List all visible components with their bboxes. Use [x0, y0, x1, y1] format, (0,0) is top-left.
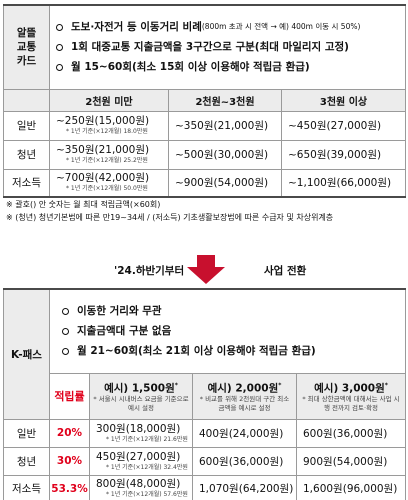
- table-row: 일반 20% 300원(18,000원) * 1년 기준(×12개월) 21.6…: [3, 418, 407, 448]
- old-pass-label-line-3: 카드: [16, 55, 37, 68]
- annual-note: * 1년 기준(×12개월) 18.0만원: [66, 128, 148, 135]
- value-cell: ~250원(15,000원) * 1년 기준(×12개월) 18.0만원: [49, 110, 169, 141]
- example-desc: * 비교를 위해 2천원대 구간 최소 금액을 예시로 설정: [199, 395, 290, 413]
- ring-icon: [56, 43, 63, 51]
- example-title: 예시) 2,000원: [207, 382, 279, 395]
- value-cell: ~500원(30,000원): [168, 139, 282, 170]
- value-cell: 300원(18,000원) * 1년 기준(×12개월) 21.6만원: [89, 418, 193, 448]
- example-footnote-mark: *: [174, 381, 178, 389]
- table-row: 청년 30% 450원(27,000원) * 1년 기준(×12개월) 32.4…: [3, 446, 407, 476]
- example-desc: * 최대 상한금액에 대해서는 사업 시행 전까지 검토·확정: [302, 395, 400, 413]
- annual-note: * 1년 기준(×12개월) 50.0만원: [66, 185, 148, 193]
- kpass-feature-1: 이동한 거리와 무관: [62, 301, 399, 321]
- ring-icon: [62, 347, 69, 355]
- footnote-2: ※ (청년) 청년기본법에 따른 만19~34세 / (저소득) 기초생활보장법…: [6, 213, 334, 222]
- example-footnote-mark: *: [384, 381, 388, 389]
- column-header-2000-3000: 2천원~3천원: [168, 88, 282, 112]
- example-header-3000: 예시) 3,000원* * 최대 상한금액에 대해서는 사업 시행 전까지 검토…: [295, 372, 407, 420]
- value-cell: ~350원(21,000원) * 1년 기준(×12개월) 25.2만원: [49, 139, 169, 170]
- feature-text: 1회 대중교통 지출금액을 3구간으로 구분(최대 마일리지 고정): [71, 41, 349, 54]
- annual-note: * 1년 기준(×12개월) 25.2만원: [66, 157, 148, 164]
- table-row: 저소득 ~700원(42,000원) * 1년 기준(×12개월) 50.0만원…: [3, 168, 407, 198]
- down-arrow-icon: [187, 255, 225, 284]
- value-cell: ~900원(54,000원): [168, 168, 282, 198]
- rate-value: 30%: [49, 446, 90, 476]
- rate-value: 20%: [49, 418, 90, 448]
- old-pass-feature-1: 도보·자전거 등 이동거리 비례 (800m 초과 시 전액 → 예) 400m …: [56, 17, 399, 37]
- feature-text: 이동한 거리와 무관: [77, 305, 162, 318]
- row-category: 일반: [3, 110, 50, 141]
- old-pass-label-line-2: 교통: [16, 41, 37, 54]
- feature-text: 월 21~60회(최소 21회 이상 이용해야 적립금 환급): [77, 345, 316, 358]
- example-header-2000: 예시) 2,000원* * 비교를 위해 2천원대 구간 최소 금액을 예시로 …: [192, 372, 297, 420]
- value-cell: 600원(36,000원): [192, 446, 297, 476]
- footnote-1: ※ 괄호() 안 숫자는 월 최대 적립금액(×60회): [6, 200, 161, 209]
- value-cell: 600원(36,000원): [295, 418, 407, 448]
- footnotes: ※ 괄호() 안 숫자는 월 최대 적립금액(×60회) ※ (청년) 청년기본…: [6, 198, 333, 224]
- transition-right-text: 사업 전환: [264, 265, 307, 277]
- old-pass-feature-2: 1회 대중교통 지출금액을 3구간으로 구분(최대 마일리지 고정): [56, 37, 399, 57]
- ring-icon: [56, 63, 63, 71]
- old-pass-table: 알뜰 교통 카드 도보·자전거 등 이동거리 비례 (800m 초과 시 전액 →…: [3, 4, 407, 198]
- example-desc: * 서울시 시내버스 요금을 기준으로 예시 설정: [93, 395, 189, 413]
- row-category: 청년: [3, 446, 50, 476]
- value-cell: 1,600원(96,000원): [295, 474, 407, 500]
- table-row: 저소득 53.3% 800원(48,000원) * 1년 기준(×12개월) 5…: [3, 474, 407, 500]
- annual-note: * 1년 기준(×12개월) 21.6만원: [106, 435, 188, 443]
- value-text: 450원(27,000원): [96, 450, 181, 463]
- ring-icon: [62, 327, 69, 335]
- value-text: ~350원(21,000원): [56, 144, 150, 156]
- annual-note: * 1년 기준(×12개월) 32.4만원: [106, 463, 188, 471]
- value-cell: 800원(48,000원) * 1년 기준(×12개월) 57.6만원: [89, 474, 193, 500]
- row-category: 저소득: [3, 474, 50, 500]
- example-title: 예시) 1,500원: [104, 382, 175, 395]
- old-pass-label: 알뜰 교통 카드: [3, 4, 50, 90]
- table-row: 청년 ~350원(21,000원) * 1년 기준(×12개월) 25.2만원 …: [3, 139, 407, 170]
- example-header-1500: 예시) 1,500원* * 서울시 시내버스 요금을 기준으로 예시 설정: [89, 372, 193, 420]
- value-cell: ~350원(21,000원): [168, 110, 282, 141]
- table-row: 일반 ~250원(15,000원) * 1년 기준(×12개월) 18.0만원 …: [3, 110, 407, 141]
- example-title: 예시) 3,000원: [314, 382, 385, 395]
- feature-note: (800m 초과 시 전액 → 예) 400m 이동 시 50%): [201, 22, 361, 32]
- value-cell: 400원(24,000원): [192, 418, 297, 448]
- value-cell: 900원(54,000원): [295, 446, 407, 476]
- ring-icon: [62, 307, 69, 315]
- old-pass-label-line-1: 알뜰: [16, 27, 37, 40]
- example-footnote-mark: *: [278, 381, 282, 389]
- value-text: 800원(48,000원): [96, 478, 181, 491]
- annual-note: * 1년 기준(×12개월) 57.6만원: [106, 491, 188, 499]
- kpass-features: 이동한 거리와 무관 지출금액대 구분 없음 월 21~60회(최소 21회 이…: [48, 288, 407, 374]
- value-text: ~250원(15,000원): [56, 115, 150, 127]
- row-category: 청년: [3, 139, 50, 170]
- old-pass-features: 도보·자전거 등 이동거리 비례 (800m 초과 시 전액 → 예) 400m …: [48, 4, 407, 90]
- transition-banner: '24.하반기부터 사업 전환: [0, 255, 408, 285]
- empty-header-cell: [3, 88, 50, 112]
- value-cell: ~700원(42,000원) * 1년 기준(×12개월) 50.0만원: [49, 168, 169, 198]
- value-cell: 450원(27,000원) * 1년 기준(×12개월) 32.4만원: [89, 446, 193, 476]
- value-text: ~700원(42,000원): [56, 172, 150, 185]
- column-header-over-3000: 3천원 이상: [280, 88, 407, 112]
- ring-icon: [56, 23, 63, 31]
- old-pass-feature-3: 월 15~60회(최소 15회 이상 이용해야 적립금 환급): [56, 57, 399, 77]
- kpass-feature-3: 월 21~60회(최소 21회 이상 이용해야 적립금 환급): [62, 341, 399, 361]
- kpass-feature-2: 지출금액대 구분 없음: [62, 321, 399, 341]
- rate-value: 53.3%: [49, 474, 90, 500]
- row-category: 저소득: [3, 168, 50, 198]
- row-category: 일반: [3, 418, 50, 448]
- feature-text: 월 15~60회(최소 15회 이상 이용해야 적립금 환급): [71, 61, 310, 74]
- kpass-table: K-패스 이동한 거리와 무관 지출금액대 구분 없음 월 21~60회(최소 …: [3, 288, 407, 500]
- value-cell: ~1,100원(66,000원): [280, 168, 407, 198]
- feature-text: 도보·자전거 등 이동거리 비례: [71, 21, 202, 34]
- value-text: 300원(18,000원): [96, 422, 181, 435]
- column-header-under-2000: 2천원 미만: [49, 88, 169, 112]
- kpass-label: K-패스: [3, 288, 50, 420]
- value-cell: 1,070원(64,200원): [192, 474, 297, 500]
- transition-left-text: '24.하반기부터: [114, 265, 185, 277]
- value-cell: ~650원(39,000원): [280, 139, 407, 170]
- value-cell: ~450원(27,000원): [280, 110, 407, 141]
- rate-header: 적립률: [49, 372, 90, 420]
- feature-text: 지출금액대 구분 없음: [77, 325, 172, 338]
